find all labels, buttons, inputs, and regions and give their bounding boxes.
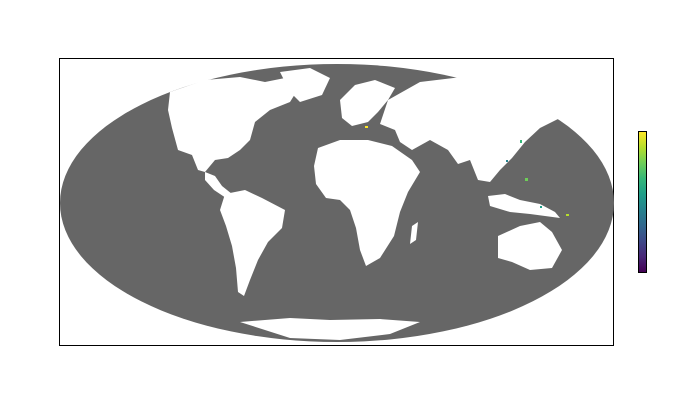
asia	[380, 76, 575, 182]
madagascar	[410, 222, 418, 244]
color-legend-bar	[638, 131, 647, 273]
indonesia	[488, 194, 560, 218]
impact-mark	[365, 126, 368, 128]
north-america	[168, 77, 300, 172]
greenland	[280, 68, 330, 102]
impact-mark	[540, 206, 542, 208]
central-america	[205, 172, 232, 198]
new-zealand	[586, 266, 594, 282]
south-america	[220, 190, 285, 296]
africa	[314, 140, 420, 266]
antarctica	[240, 318, 420, 340]
impact-mark	[566, 214, 569, 216]
impact-mark	[520, 140, 522, 143]
europe	[340, 80, 395, 126]
australia	[498, 222, 562, 270]
impact-mark	[525, 178, 528, 181]
impact-mark	[506, 160, 508, 162]
